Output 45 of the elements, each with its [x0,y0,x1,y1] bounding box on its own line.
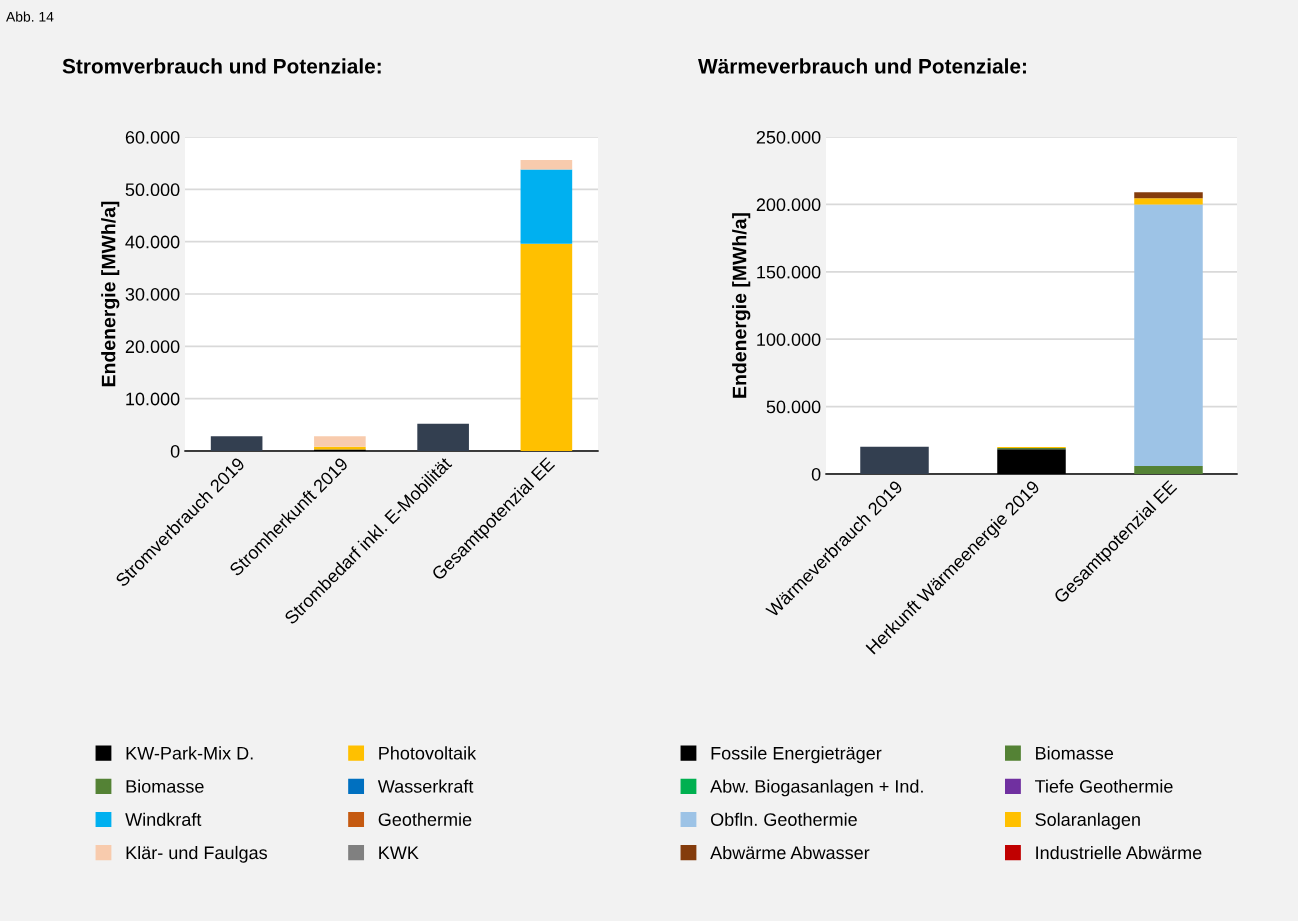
y-tick-label: 10.000 [126,392,180,406]
bar [520,160,573,170]
bar [520,243,573,451]
legend-label: Biomasse [126,779,204,793]
y-tick-label: 40.000 [125,235,180,249]
y-tick-label: 200.000 [756,198,821,212]
bar [314,436,366,447]
legend-label: Solaranlagen [1035,812,1140,830]
y-tick-label: 0 [811,467,821,481]
bar [1134,204,1203,467]
bar [520,169,573,244]
legend-label: Abwärme Abwasser [710,845,870,860]
legend-label: Windkraft [125,812,202,826]
legend-label: Obfln. Geothermie [710,812,857,826]
y-tick-label: 20.000 [125,340,180,354]
y-tick-label: 250.000 [756,130,821,144]
bar [417,423,469,451]
legend-label: Photovoltaik [379,746,477,760]
legend-label: KWK [379,846,419,859]
y-tick-label: 30.000 [125,287,180,301]
legend-label: Abw. Biogasanlagen + Ind. [710,779,923,797]
chart-title: Stromverbrauch und Potenziale: [62,58,381,74]
legend-label: Biomasse [1036,746,1114,760]
caption: Abb. 14 [6,11,54,22]
legend-label: KW-Park-Mix D. [126,746,253,760]
legend-label: Klär- und Faulgas [126,845,267,863]
y-tick-label: 150.000 [757,265,821,279]
y-axis-title: Endenergie [MWh/a] [732,213,751,398]
legend-label: Tiefe Geothermie [1035,779,1173,793]
legend-label: Geothermie [378,812,472,826]
bar [1134,466,1203,474]
bar [1134,192,1203,199]
bar [860,446,929,474]
bar [1134,198,1203,205]
y-tick-label: 60.000 [125,130,180,144]
legend-label: Industrielle Abwärme [1036,845,1202,860]
chart-title: Wärmeverbrauch und Potenziale: [698,58,1026,74]
y-tick-label: 0 [170,444,180,458]
y-tick-label: 50.000 [125,183,180,197]
y-tick-label: 100.000 [757,333,821,346]
legend-label: Fossile Energieträger [711,746,882,764]
legend-label: Wasserkraft [377,779,474,793]
y-tick-label: 50.000 [766,400,821,414]
y-axis-title: Endenergie [MWh/a] [101,201,120,387]
bar [210,436,263,451]
